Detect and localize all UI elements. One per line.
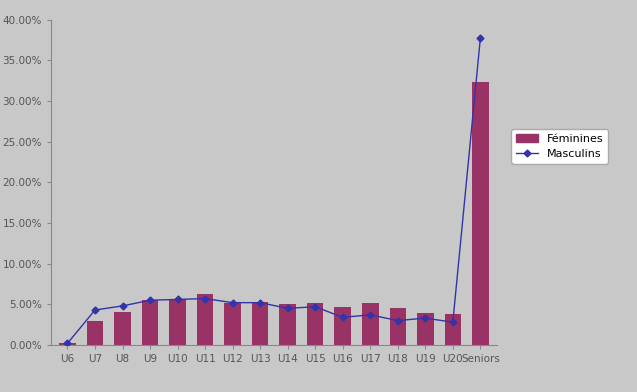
Bar (472, 82, 489, 345)
Bar (389, 309, 406, 345)
Bar (197, 294, 213, 345)
Bar (362, 303, 378, 345)
Bar (87, 321, 103, 345)
Bar (169, 299, 186, 345)
Bar (59, 343, 76, 345)
Bar (114, 312, 131, 345)
Bar (417, 313, 434, 345)
Bar (280, 304, 296, 345)
Bar (307, 303, 324, 345)
Legend: Féminines, Masculins: Féminines, Masculins (512, 129, 608, 164)
Bar (445, 314, 461, 345)
Bar (252, 302, 268, 345)
Bar (142, 300, 159, 345)
Bar (334, 307, 351, 345)
Bar (224, 303, 241, 345)
